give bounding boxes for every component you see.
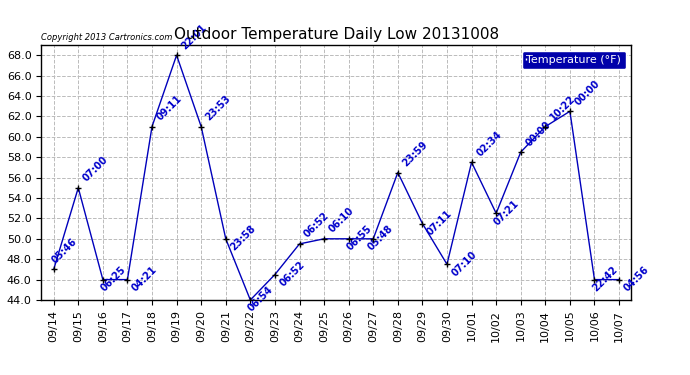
Text: 05:48: 05:48 (366, 224, 395, 253)
Text: 04:56: 04:56 (622, 264, 651, 294)
Text: 23:59: 23:59 (401, 140, 430, 168)
Text: 06:54: 06:54 (246, 285, 275, 314)
Text: 23:58: 23:58 (228, 224, 257, 253)
Text: 06:55: 06:55 (344, 224, 373, 253)
Text: Copyright 2013 Cartronics.com: Copyright 2013 Cartronics.com (41, 33, 172, 42)
Text: 05:46: 05:46 (50, 236, 79, 265)
Text: 06:52: 06:52 (302, 211, 331, 240)
Title: Outdoor Temperature Daily Low 20131008: Outdoor Temperature Daily Low 20131008 (174, 27, 499, 42)
Text: 00:00: 00:00 (524, 119, 553, 148)
Text: 07:21: 07:21 (492, 198, 521, 227)
Text: 23:53: 23:53 (204, 93, 233, 122)
Text: 06:25: 06:25 (99, 264, 128, 294)
Text: 00:00: 00:00 (573, 78, 602, 107)
Text: 10:22: 10:22 (548, 93, 577, 122)
Text: 09:11: 09:11 (155, 93, 184, 122)
Text: 07:00: 07:00 (81, 154, 110, 184)
Text: 06:10: 06:10 (327, 206, 356, 235)
Text: 22:01: 22:01 (179, 22, 208, 51)
Text: 02:34: 02:34 (474, 129, 503, 158)
Legend: Temperature (°F): Temperature (°F) (522, 51, 626, 69)
Text: 04:21: 04:21 (130, 264, 159, 294)
Text: 07:11: 07:11 (425, 209, 454, 237)
Text: 22:42: 22:42 (591, 264, 620, 294)
Text: 06:52: 06:52 (277, 260, 306, 288)
Text: 07:10: 07:10 (450, 249, 479, 278)
